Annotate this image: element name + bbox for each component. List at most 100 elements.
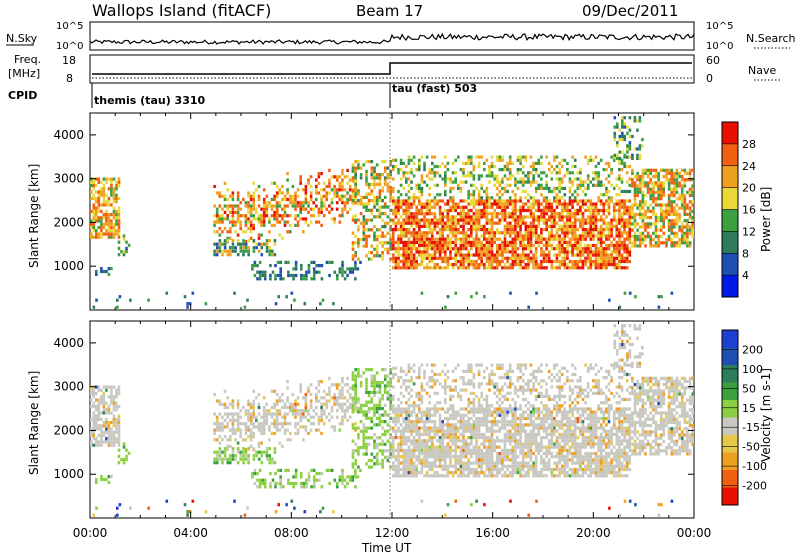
heatmap-cell: [527, 208, 530, 213]
heatmap-cell: [268, 461, 271, 465]
heatmap-cell: [451, 407, 455, 411]
heatmap-cell: [537, 263, 541, 267]
heatmap-cell: [594, 221, 598, 225]
heatmap-cell: [394, 432, 398, 436]
heatmap-cell: [602, 221, 606, 225]
heatmap-cell: [215, 418, 219, 422]
heatmap-cell: [418, 186, 421, 190]
heatmap-cell: [386, 247, 390, 251]
heatmap-cell: [475, 218, 478, 222]
heatmap-cell: [436, 458, 439, 462]
heatmap-cell: [516, 180, 520, 184]
heatmap-cell: [459, 240, 463, 244]
heatmap-cell: [425, 208, 429, 213]
heatmap-cell: [451, 448, 455, 452]
heatmap-cell: [441, 224, 444, 228]
heatmap-cell: [633, 119, 637, 123]
heatmap-cell: [472, 266, 476, 270]
heatmap-cell: [244, 425, 248, 429]
heatmap-cell: [644, 244, 647, 248]
heatmap-cell: [370, 251, 374, 255]
heatmap-cell: [501, 202, 504, 206]
heatmap-cell: [665, 203, 668, 207]
heatmap-cell: [381, 407, 384, 411]
heatmap-cell: [670, 241, 673, 245]
heatmap-cell: [102, 430, 106, 434]
heatmap-cell: [620, 215, 624, 219]
heatmap-cell: [351, 215, 355, 219]
heatmap-cell: [325, 399, 329, 403]
heatmap-cell: [226, 461, 229, 465]
heatmap-cell: [477, 202, 481, 206]
heatmap-cell: [597, 256, 600, 260]
heatmap-cell: [457, 202, 460, 206]
heatmap-cell: [563, 215, 567, 219]
heatmap-cell: [519, 266, 522, 270]
heatmap-cell: [407, 158, 411, 162]
heatmap-cell: [654, 222, 658, 226]
heatmap-cell: [304, 399, 308, 403]
heatmap-cell: [597, 259, 600, 264]
heatmap-cell: [402, 471, 405, 475]
heatmap-cell: [348, 392, 352, 397]
heatmap-cell: [454, 259, 457, 264]
heatmap-cell: [117, 461, 121, 465]
heatmap-cell: [599, 250, 603, 254]
heatmap-cell: [503, 224, 507, 228]
heatmap-cell: [359, 199, 363, 203]
heatmap-cell: [506, 240, 509, 244]
heatmap-cell: [514, 205, 517, 209]
heatmap-cell: [247, 415, 250, 419]
heatmap-cell: [110, 398, 113, 402]
heatmap-cell: [680, 175, 684, 179]
heatmap-cell: [370, 228, 374, 232]
heatmap-cell: [359, 420, 363, 424]
heatmap-cell: [328, 418, 331, 422]
heatmap-cell: [571, 234, 574, 238]
heatmap-cell: [90, 225, 93, 230]
heatmap-cell: [351, 423, 355, 427]
heatmap-cell: [283, 223, 287, 227]
heatmap-cell: [649, 238, 652, 242]
heatmap-cell: [444, 474, 447, 478]
heatmap-cell: [320, 380, 323, 384]
heatmap-cell: [273, 197, 276, 202]
heatmap-cell: [226, 204, 229, 208]
heatmap-cell: [451, 474, 455, 478]
heatmap-cell: [485, 221, 489, 225]
heatmap-cell: [516, 158, 520, 162]
heatmap-cell: [269, 485, 272, 489]
heatmap-cell: [107, 216, 111, 220]
heatmap-cell: [542, 266, 546, 270]
heatmap-cell: [405, 212, 408, 216]
heatmap-cell: [688, 231, 692, 235]
heatmap-cell: [534, 218, 538, 222]
heatmap-cell: [265, 201, 269, 205]
heatmap-cell: [610, 155, 613, 159]
heatmap-cell: [483, 253, 486, 257]
heatmap-cell: [236, 415, 240, 419]
heatmap-cell: [378, 449, 382, 453]
heatmap-cell: [112, 408, 116, 412]
heatmap-cell: [441, 423, 444, 427]
heatmap-cell: [125, 250, 128, 254]
heatmap-cell: [289, 273, 293, 278]
heatmap-cell: [90, 430, 93, 434]
heatmap-cell: [428, 259, 431, 264]
heatmap-cell: [571, 253, 574, 257]
heatmap-cell: [477, 174, 481, 178]
heatmap-cell: [399, 442, 403, 446]
heatmap-cell: [506, 224, 509, 228]
heatmap-cell: [485, 247, 489, 251]
heatmap-cell: [532, 218, 535, 222]
heatmap-cell: [680, 193, 684, 198]
heatmap-cell: [686, 206, 689, 210]
heatmap-cell: [381, 426, 384, 430]
heatmap-cell: [204, 302, 208, 306]
heatmap-cell: [274, 264, 277, 268]
heatmap-cell: [508, 155, 512, 159]
heatmap-cell: [521, 247, 525, 251]
heatmap-cell: [449, 208, 452, 213]
heatmap-cell: [386, 182, 390, 186]
heatmap-cell: [581, 231, 585, 235]
